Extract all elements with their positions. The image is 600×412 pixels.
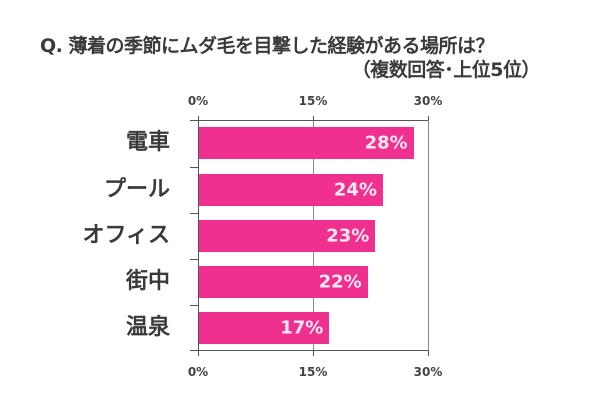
category-label: 街中 [125, 269, 170, 294]
x-tick-top [313, 116, 314, 120]
bar-value-label: 17% [280, 317, 324, 339]
x-tick-label-top: 15% [298, 94, 328, 108]
bar-2: 23% [199, 220, 376, 252]
gridline [428, 120, 429, 350]
x-tick-top [428, 116, 429, 120]
bar-3: 22% [199, 266, 368, 298]
bottom-axis-line [190, 350, 428, 351]
category-label: 温泉 [125, 315, 170, 340]
chart-title-line2: （複数回答･上位5位） [351, 59, 541, 81]
x-tick-label-bottom: 15% [298, 365, 328, 379]
bar-value-label: 28% [364, 132, 408, 154]
bar-value-label: 22% [318, 271, 362, 293]
x-tick-bottom [313, 350, 314, 356]
y-tick [190, 213, 198, 214]
chart-title-line1: Q. 薄着の季節にムダ毛を目撃した経験がある場所は？ [40, 35, 495, 57]
bar-0: 28% [199, 127, 414, 159]
bar-value-label: 24% [333, 179, 377, 201]
y-tick [190, 259, 198, 260]
x-tick-label-bottom: 0% [187, 365, 209, 379]
x-tick-label-top: 0% [187, 94, 209, 108]
top-axis-line [190, 120, 428, 121]
bar-1: 24% [199, 174, 383, 206]
y-axis-line [198, 117, 199, 356]
bar-value-label: 23% [326, 225, 370, 247]
y-tick [190, 167, 198, 168]
bar-4: 17% [199, 312, 330, 344]
category-label: 電車 [125, 130, 170, 155]
x-tick-bottom [428, 350, 429, 356]
x-tick-bottom [198, 350, 199, 356]
x-tick-label-top: 30% [413, 94, 443, 108]
chart-title: Q. 薄着の季節にムダ毛を目撃した経験がある場所は？ （複数回答･上位5位） [40, 34, 556, 82]
y-tick [190, 305, 198, 306]
category-label: オフィス [82, 223, 170, 248]
x-tick-label-bottom: 30% [413, 365, 443, 379]
category-label: プール [103, 177, 170, 202]
x-tick-top [198, 116, 199, 120]
